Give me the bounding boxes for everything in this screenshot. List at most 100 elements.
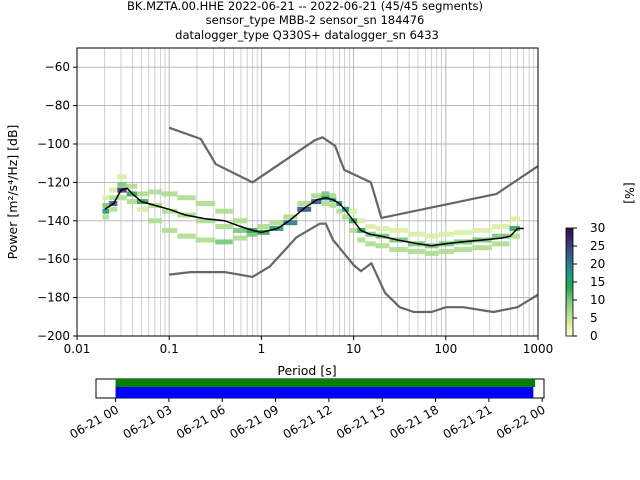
timeline-blue-bar [115,387,534,398]
density-cell [283,214,298,220]
density-cell [365,224,376,230]
density-cell [349,208,358,214]
timeline-tick-label: 06-21 00 [67,402,121,441]
colorbar: 0 5 10 15 20 25 30 [%] [565,182,637,343]
density-cell [215,239,233,245]
density-cell [349,227,358,233]
density-cell [311,193,322,199]
density-cell [438,231,454,237]
density-cell [357,218,366,224]
colorbar-tick-label: 10 [590,293,605,307]
colorbar-ticks: 0 5 10 15 20 25 30 [573,221,605,343]
colorbar-label: [%] [622,182,637,204]
title-line-network: BK.MZTA.00.HHE 2022-06-21 -- 2022-06-21 … [127,0,483,13]
x-axis-label: Period [s] [277,363,336,378]
density-cell [177,195,196,201]
density-cell [117,195,127,201]
ppsd-plot-area: 0.01 0.1 1 10 100 1000 −60 −80 −100 −120 −140 −160… [5,47,554,378]
y-tick-label: −160 [37,252,70,266]
timeline-tick-label: 06-21 18 [387,402,441,441]
title-line-datalogger: datalogger_type Q330S+ datalogger_sn 643… [175,28,439,42]
density-cell [491,241,510,247]
density-cell [215,208,233,214]
x-tick-label: 10 [346,342,361,356]
density-cell [148,218,163,224]
title-line-sensor: sensor_type MBB-2 sensor_sn 184476 [206,13,425,27]
density-cell [365,241,376,247]
high-noise-model-line [168,126,539,219]
density-cell [162,227,178,233]
timeline-tick-label: 06-22 00 [494,402,548,441]
density-cell [102,208,110,214]
density-cell [375,225,390,231]
density-cell [232,218,247,224]
density-cell [438,249,454,255]
density-cell [195,201,216,207]
density-cell [375,243,390,249]
density-cell [195,218,216,224]
density-cell [177,233,196,239]
density-cell [162,191,178,197]
colorbar-tick-label: 20 [590,257,605,271]
y-axis-label: Power [m²/s⁴/Hz] [dB] [5,125,20,260]
density-cell [453,247,473,253]
density-cell [136,191,149,197]
y-axis-ticks: −60 −80 −100 −120 −140 −160 −180 −200 [37,60,77,343]
density-cell [232,235,247,241]
timeline-tick-label: 06-21 03 [121,402,175,441]
density-cell [148,189,163,195]
density-cell [102,202,110,208]
density-cell [321,191,330,197]
density-cell [109,206,118,212]
timeline-green-bar [115,379,536,387]
density-cell [162,208,178,214]
plot-border [76,47,539,337]
timeline-ticks: 06-21 00 06-21 03 06-21 06 06-21 09 06-21 12… [67,398,548,442]
colorbar-tick-label: 30 [590,221,605,235]
density-cell [357,237,366,243]
y-tick-label: −60 [45,60,70,74]
density-cell [424,233,439,239]
density-cell [389,227,408,233]
density-cell [269,220,284,226]
density-cell [341,214,350,220]
density-cell [407,231,425,237]
density-cell [311,199,322,205]
timeline-tick-label: 06-21 09 [227,402,281,441]
colorbar-tick-label: 15 [590,275,605,289]
y-tick-label: −80 [45,99,70,113]
noise-model-lines [104,126,539,314]
y-tick-label: −100 [37,137,70,151]
mode-line [104,187,524,247]
colorbar-tick-label: 0 [590,329,598,343]
density-cell [407,249,425,255]
density-cell [424,250,439,256]
x-tick-label: 0.01 [64,342,91,356]
density-cell [321,201,330,207]
y-tick-label: −140 [37,214,70,228]
density-cell [126,183,137,189]
x-tick-label: 1000 [523,342,554,356]
density-cell [491,224,510,230]
density-cell [491,233,510,239]
density-cell [232,227,247,233]
density-cell [117,181,127,187]
timeline-tick-label: 06-21 06 [174,402,228,441]
timeline-tick-label: 06-21 21 [441,402,495,441]
density-cell [336,208,342,214]
figure-title: BK.MZTA.00.HHE 2022-06-21 -- 2022-06-21 … [127,0,483,42]
y-tick-label: −120 [37,175,70,189]
density-cell [453,229,473,235]
density-cell [195,237,216,243]
density-cell [136,206,149,212]
density-cell [102,214,110,220]
density-cell [509,225,520,231]
density-cell [509,233,520,239]
x-tick-label: 100 [434,342,457,356]
density-cell [329,193,337,199]
timeline-tick-label: 06-21 15 [334,402,388,441]
low-noise-model-line [169,222,539,314]
density-cell [109,195,118,201]
density-cell [472,245,492,251]
